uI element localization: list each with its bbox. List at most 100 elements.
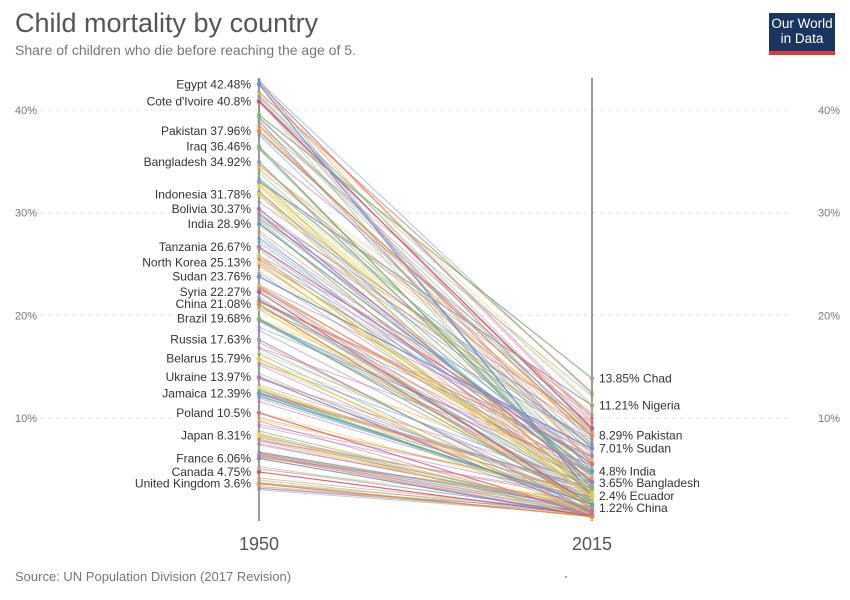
label-1950: Iraq 36.46% [186, 139, 251, 153]
series-point-1950 [256, 128, 262, 134]
country-point-1950 [257, 299, 261, 303]
series-point-1950 [256, 375, 262, 380]
series-line-poland [258, 412, 593, 517]
series-point-2015 [589, 426, 595, 431]
country-line [258, 82, 593, 419]
country-point-1950 [257, 123, 261, 127]
series-line-ecuador [258, 255, 593, 497]
series-point-1950 [256, 192, 262, 197]
series-line-iraq [258, 145, 593, 489]
series-line-syria [258, 291, 593, 506]
country-line [258, 362, 593, 487]
series-point-1950 [256, 274, 262, 279]
country-line [258, 162, 593, 469]
label-1950: Sudan 23.76% [172, 270, 251, 284]
series-point-2015 [589, 462, 595, 467]
series-point-1950 [256, 112, 262, 118]
country-point-1950 [257, 240, 261, 244]
country-line [258, 257, 593, 457]
country-line [258, 482, 593, 512]
country-line [258, 91, 593, 393]
series-line-jamaica [258, 392, 593, 505]
series-point-1950 [256, 391, 262, 396]
country-point-2015 [590, 473, 594, 478]
country-line [258, 201, 593, 437]
y-tick-label-left: 30% [15, 208, 37, 220]
series-line-north-korea [258, 262, 593, 498]
x-label-1950: 1950 [239, 534, 279, 554]
series-point-2015 [589, 509, 595, 514]
series-point-2015 [589, 376, 595, 381]
series-line-india [258, 223, 593, 472]
label-2015: 4.8% India [599, 464, 656, 478]
country-line [258, 100, 593, 406]
country-point-1950 [257, 422, 261, 427]
label-1950: North Korea 25.13% [142, 256, 251, 270]
series-line-united-kingdom [258, 483, 593, 518]
country-line [258, 117, 593, 442]
country-point-1950 [257, 439, 261, 443]
series-line-tanzania [258, 246, 593, 465]
country-line [258, 390, 593, 489]
label-1950: India 28.9% [188, 217, 252, 231]
footer-dot [565, 576, 567, 578]
country-point-1950 [257, 476, 261, 480]
series-point-1950 [256, 433, 262, 438]
y-tick-label-right: 10% [818, 413, 840, 425]
label-1950: China 21.08% [176, 297, 252, 311]
country-point-2015 [590, 416, 594, 420]
country-line [258, 487, 593, 514]
series-point-2015 [589, 446, 595, 451]
country-line [258, 217, 593, 465]
country-point-1950 [257, 371, 261, 375]
label-1950: Japan 8.31% [181, 428, 251, 442]
country-point-1950 [257, 118, 261, 122]
source-note: Source: UN Population Division (2017 Rev… [15, 569, 292, 584]
series-line-china [258, 303, 593, 509]
series-point-1950 [256, 179, 262, 184]
country-point-1950 [257, 325, 261, 329]
series-point-1950 [256, 253, 262, 258]
series-point-1950 [256, 206, 262, 212]
series-line-nigeria [258, 181, 593, 407]
country-line [258, 453, 593, 513]
label-1950: Russia 17.63% [170, 333, 251, 347]
country-point-1950 [257, 305, 261, 310]
country-line [258, 117, 593, 423]
series-point-2015 [589, 433, 595, 438]
label-1950: Canada 4.75% [172, 465, 252, 479]
y-tick-label-left: 20% [15, 310, 37, 322]
series-line-bolivia [258, 208, 593, 483]
country-line [258, 178, 593, 498]
series-line-pakistan [258, 130, 593, 437]
country-point-1950 [257, 269, 261, 273]
series-point-1950 [256, 410, 262, 416]
owid-logo[interactable]: Our World in Data [769, 13, 835, 55]
country-point-1950 [257, 399, 261, 404]
country-point-1950 [257, 345, 261, 350]
series-point-1950 [256, 356, 262, 361]
series-line-indonesia [258, 193, 593, 494]
country-point-1950 [257, 429, 261, 433]
series-point-1950 [256, 221, 262, 227]
series-point-1950 [256, 260, 262, 265]
chart-subtitle: Share of children who die before reachin… [15, 42, 356, 58]
label-1950: Tanzania 26.67% [159, 240, 251, 254]
label-2015: 1.22% China [599, 501, 668, 515]
label-2015: 8.29% Pakistan [599, 429, 682, 443]
label-2015: 7.01% Sudan [599, 442, 671, 456]
country-line [258, 121, 593, 472]
label-1950: Poland 10.5% [176, 406, 251, 420]
series-line-cote-d-ivoire [258, 101, 593, 429]
country-point-1950 [257, 383, 261, 387]
country-point-1950 [257, 385, 261, 389]
label-1950: Bangladesh 34.92% [144, 155, 252, 169]
country-line [258, 270, 593, 472]
country-point-1950 [257, 163, 261, 167]
series-point-2015 [589, 505, 595, 511]
country-point-2015 [590, 413, 594, 418]
country-point-1950 [257, 395, 261, 399]
country-point-1950 [257, 212, 261, 216]
label-1950: Bolivia 30.37% [172, 202, 252, 216]
label-1950: France 6.06% [176, 451, 251, 465]
